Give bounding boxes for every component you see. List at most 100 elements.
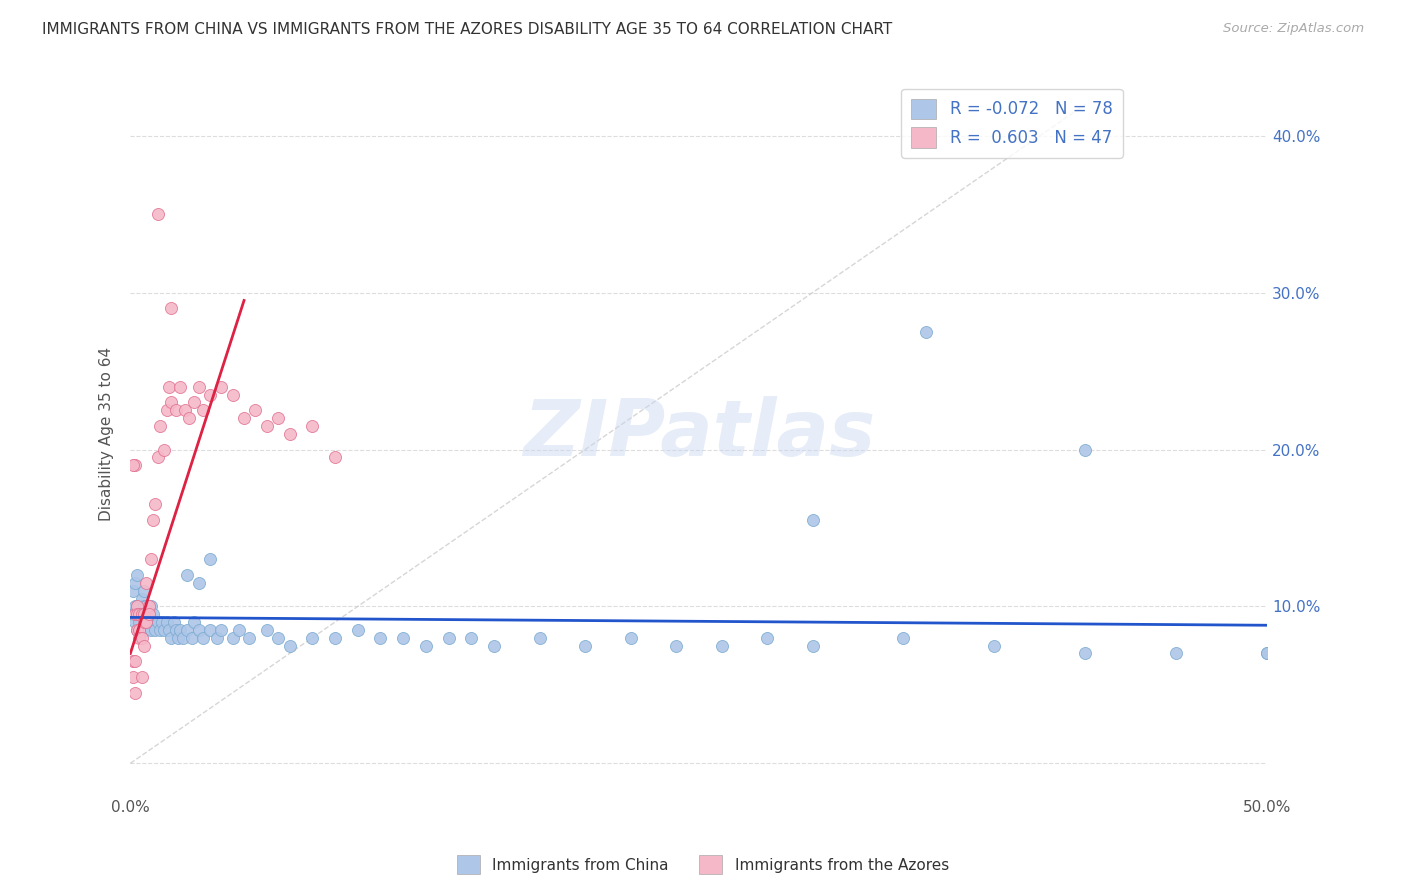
- Point: [267, 411, 290, 425]
- Point: [165, 403, 187, 417]
- Point: [301, 631, 323, 645]
- Point: [180, 631, 202, 645]
- Point: [370, 631, 392, 645]
- Point: [983, 639, 1005, 653]
- Point: [278, 426, 301, 441]
- Point: [160, 301, 183, 316]
- Point: [143, 498, 166, 512]
- Point: [620, 631, 643, 645]
- Point: [1256, 647, 1278, 661]
- Point: [153, 442, 176, 457]
- Point: [198, 387, 221, 401]
- Point: [127, 599, 149, 614]
- Point: [157, 623, 180, 637]
- Point: [437, 631, 460, 645]
- Point: [529, 631, 551, 645]
- Point: [153, 623, 176, 637]
- Point: [1256, 647, 1278, 661]
- Point: [162, 615, 184, 629]
- Point: [323, 631, 346, 645]
- Point: [128, 631, 150, 645]
- Point: [893, 631, 915, 645]
- Point: [121, 607, 143, 622]
- Point: [665, 639, 688, 653]
- Point: [150, 615, 173, 629]
- Point: [127, 568, 149, 582]
- Point: [256, 419, 278, 434]
- Point: [415, 639, 437, 653]
- Point: [167, 631, 190, 645]
- Point: [132, 615, 155, 629]
- Text: Source: ZipAtlas.com: Source: ZipAtlas.com: [1223, 22, 1364, 36]
- Legend: Immigrants from China, Immigrants from the Azores: Immigrants from China, Immigrants from t…: [451, 849, 955, 880]
- Y-axis label: Disability Age 35 to 64: Disability Age 35 to 64: [100, 347, 114, 521]
- Point: [146, 615, 169, 629]
- Point: [209, 623, 232, 637]
- Point: [915, 325, 938, 339]
- Point: [127, 623, 149, 637]
- Point: [301, 419, 323, 434]
- Point: [138, 607, 160, 622]
- Point: [135, 623, 157, 637]
- Point: [183, 615, 205, 629]
- Point: [801, 639, 824, 653]
- Point: [131, 607, 153, 622]
- Point: [228, 623, 250, 637]
- Point: [183, 395, 205, 409]
- Point: [127, 607, 149, 622]
- Point: [124, 599, 146, 614]
- Point: [756, 631, 779, 645]
- Point: [323, 450, 346, 465]
- Point: [139, 599, 162, 614]
- Point: [138, 615, 160, 629]
- Point: [482, 639, 505, 653]
- Point: [139, 552, 162, 566]
- Point: [132, 639, 155, 653]
- Point: [149, 623, 172, 637]
- Text: IMMIGRANTS FROM CHINA VS IMMIGRANTS FROM THE AZORES DISABILITY AGE 35 TO 64 CORR: IMMIGRANTS FROM CHINA VS IMMIGRANTS FROM…: [42, 22, 893, 37]
- Point: [221, 631, 243, 645]
- Point: [392, 631, 415, 645]
- Point: [1074, 647, 1097, 661]
- Point: [157, 380, 180, 394]
- Point: [460, 631, 482, 645]
- Point: [127, 607, 149, 622]
- Point: [121, 654, 143, 668]
- Point: [131, 607, 153, 622]
- Point: [127, 599, 149, 614]
- Point: [1074, 442, 1097, 457]
- Point: [176, 623, 198, 637]
- Point: [221, 387, 243, 401]
- Point: [128, 623, 150, 637]
- Point: [124, 615, 146, 629]
- Point: [135, 599, 157, 614]
- Point: [131, 591, 153, 606]
- Point: [131, 670, 153, 684]
- Point: [128, 599, 150, 614]
- Point: [160, 395, 183, 409]
- Point: [128, 607, 150, 622]
- Point: [138, 599, 160, 614]
- Point: [124, 686, 146, 700]
- Point: [187, 623, 209, 637]
- Point: [172, 631, 194, 645]
- Point: [146, 450, 169, 465]
- Point: [142, 607, 165, 622]
- Point: [127, 623, 149, 637]
- Point: [801, 513, 824, 527]
- Point: [174, 403, 197, 417]
- Point: [710, 639, 733, 653]
- Point: [169, 380, 191, 394]
- Point: [156, 403, 179, 417]
- Point: [238, 631, 260, 645]
- Point: [124, 654, 146, 668]
- Point: [142, 513, 165, 527]
- Point: [176, 568, 198, 582]
- Point: [131, 623, 153, 637]
- Point: [132, 599, 155, 614]
- Point: [191, 631, 214, 645]
- Point: [198, 552, 221, 566]
- Point: [143, 623, 166, 637]
- Point: [139, 623, 162, 637]
- Point: [209, 380, 232, 394]
